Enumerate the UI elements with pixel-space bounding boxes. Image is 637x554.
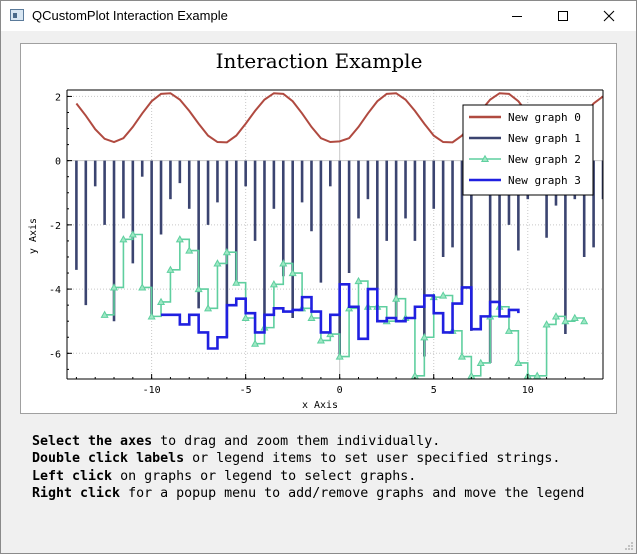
triangle-point[interactable] <box>476 358 485 367</box>
triangle-point[interactable] <box>307 313 316 322</box>
triangle-point[interactable] <box>570 313 579 322</box>
triangle-point[interactable] <box>335 352 344 360</box>
y-tick-label: -6 <box>49 349 61 360</box>
triangle-point[interactable] <box>194 284 203 293</box>
triangle-point[interactable] <box>392 294 401 302</box>
plot-widget[interactable]: -10 -5 0 5 10 2 0 -2 -4 -6 Interaction Example x … <box>20 43 617 414</box>
triangle-point[interactable] <box>175 235 184 243</box>
triangle-point[interactable] <box>147 312 156 320</box>
window-title: QCustomPlot Interaction Example <box>32 8 228 23</box>
y-tick-label: -2 <box>49 221 61 232</box>
legend-label[interactable]: New graph 3 <box>508 174 581 187</box>
x-tick-label: 5 <box>431 385 437 396</box>
triangle-point[interactable] <box>109 283 119 291</box>
instruction-4-text: for a popup menu to add/remove graphs an… <box>120 485 585 501</box>
triangle-point[interactable] <box>561 316 570 325</box>
triangle-point[interactable] <box>185 246 194 254</box>
legend-label[interactable]: New graph 1 <box>508 132 581 145</box>
legend-item-2[interactable]: New graph 2 <box>469 153 581 166</box>
triangle-point[interactable] <box>457 352 466 360</box>
instruction-2-text: or legend items to set user specified st… <box>184 451 561 467</box>
triangle-point[interactable] <box>251 339 260 347</box>
instruction-3-text: on graphs or legend to select graphs. <box>112 468 417 484</box>
triangle-point[interactable] <box>128 230 137 238</box>
y-tick-label: 0 <box>55 157 61 168</box>
plot-canvas[interactable]: -10 -5 0 5 10 2 0 -2 -4 -6 Interaction Example x … <box>21 44 616 413</box>
triangle-point[interactable] <box>119 235 128 243</box>
series-line[interactable] <box>75 92 603 144</box>
minimize-icon <box>512 16 522 17</box>
triangle-point[interactable] <box>241 313 250 322</box>
triangle-point[interactable] <box>156 297 166 305</box>
legend-marker <box>480 154 490 163</box>
series-0[interactable] <box>75 92 603 144</box>
instruction-1-text: to drag and zoom them individually. <box>152 434 441 449</box>
series-step-line[interactable] <box>104 233 585 377</box>
triangle-point[interactable] <box>204 304 213 312</box>
triangle-point[interactable] <box>580 316 589 325</box>
minimize-button[interactable] <box>494 1 540 31</box>
triangle-point[interactable] <box>232 278 241 286</box>
title-bar[interactable]: QCustomPlot Interaction Example <box>1 1 636 31</box>
triangle-point[interactable] <box>439 291 448 299</box>
legend-item-3[interactable]: New graph 3 <box>469 174 581 187</box>
app-icon <box>10 9 24 21</box>
triangle-point[interactable] <box>100 310 109 318</box>
triangle-point[interactable] <box>504 326 514 334</box>
x-tick-label: -10 <box>143 385 161 396</box>
resize-grip-icon[interactable] <box>624 541 634 551</box>
x-axis-label[interactable]: x Axis <box>302 400 338 411</box>
series-2[interactable] <box>100 230 589 379</box>
instructions-label: Select the axes to drag and zoom them in… <box>32 433 584 502</box>
triangle-point[interactable] <box>316 336 325 344</box>
triangle-point[interactable] <box>138 283 147 291</box>
y-tick-label: -4 <box>49 285 61 296</box>
triangle-point[interactable] <box>166 265 175 273</box>
triangle-point[interactable] <box>354 276 363 285</box>
triangle-point[interactable] <box>420 333 429 341</box>
series-step-line[interactable] <box>161 282 520 350</box>
instruction-1-bold: Select the axes <box>32 434 153 449</box>
triangle-point[interactable] <box>514 358 523 367</box>
triangle-point[interactable] <box>551 312 561 320</box>
close-button[interactable] <box>586 1 632 31</box>
triangle-point[interactable] <box>213 259 222 267</box>
legend-label[interactable]: New graph 0 <box>508 111 581 124</box>
triangle-point[interactable] <box>269 280 278 288</box>
legend[interactable]: New graph 0 New graph 1 New graph 2 New gra… <box>462 104 594 196</box>
legend-item-1[interactable]: New graph 1 <box>469 132 581 145</box>
instruction-3-bold: Left click <box>32 468 113 484</box>
legend-item-0[interactable]: New graph 0 <box>469 111 581 124</box>
series-3[interactable] <box>161 282 520 350</box>
x-tick-label: 10 <box>522 385 534 396</box>
y-tick-label: 2 <box>55 92 61 103</box>
maximize-icon <box>558 11 568 21</box>
triangle-point[interactable] <box>279 259 288 267</box>
y-axis-label[interactable]: y Axis <box>28 218 39 254</box>
x-tick-label: -5 <box>240 385 252 396</box>
triangle-point[interactable] <box>533 371 542 379</box>
plot-title[interactable]: Interaction Example <box>216 49 423 73</box>
triangle-point[interactable] <box>542 320 551 328</box>
triangle-point[interactable] <box>222 247 231 256</box>
x-tick-label: 0 <box>337 385 343 396</box>
close-icon <box>603 10 615 22</box>
instruction-4-bold: Right click <box>32 485 121 501</box>
instruction-2-bold: Double click labels <box>32 451 185 467</box>
triangle-point[interactable] <box>288 268 297 277</box>
maximize-button[interactable] <box>540 1 586 31</box>
legend-label[interactable]: New graph 2 <box>508 153 581 166</box>
